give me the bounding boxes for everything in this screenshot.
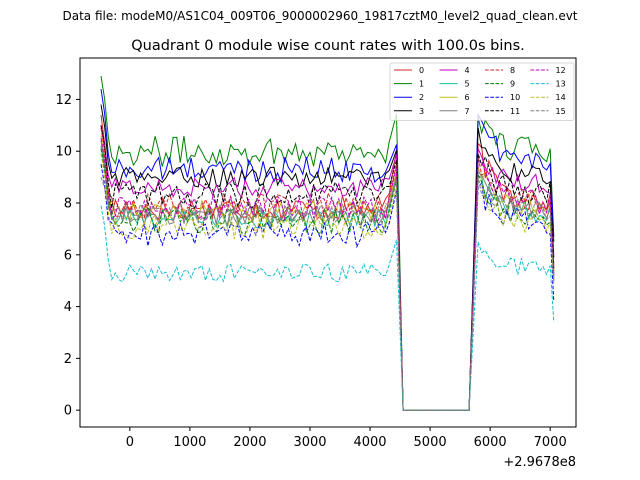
x-tick-label: 4000	[353, 435, 386, 450]
y-tick-label: 2	[64, 352, 72, 367]
y-tick-label: 8	[64, 197, 72, 212]
y-tick-label: 10	[55, 145, 72, 160]
x-tick-label: 5000	[414, 435, 447, 450]
series-line-12	[100, 138, 555, 411]
legend-label-2: 2	[419, 93, 424, 102]
legend-label-6: 6	[465, 93, 470, 102]
legend-label-13: 13	[556, 80, 566, 89]
legend-label-5: 5	[465, 80, 470, 89]
series-line-1	[100, 76, 555, 411]
series-line-8	[100, 127, 555, 411]
x-tick-label: 3000	[293, 435, 326, 450]
x-tick-label: 1000	[173, 435, 206, 450]
legend-label-10: 10	[510, 93, 520, 102]
plot-frame	[79, 57, 577, 428]
legend-label-14: 14	[556, 93, 566, 102]
x-tick-label: 2000	[233, 435, 266, 450]
x-tick-label: 0	[126, 435, 134, 450]
y-tick-label: 12	[55, 93, 72, 108]
series-line-3	[100, 104, 555, 411]
x-tick-label: 7000	[534, 435, 567, 450]
series-line-11	[100, 125, 555, 411]
legend-label-0: 0	[419, 66, 424, 75]
legend-label-12: 12	[556, 66, 566, 75]
legend-label-4: 4	[465, 66, 470, 75]
legend-label-7: 7	[465, 107, 470, 116]
series-line-10	[100, 164, 555, 411]
y-tick-label: 4	[64, 300, 72, 315]
series-group	[100, 76, 555, 411]
y-tick-label: 6	[64, 248, 72, 263]
axes: 0 1000 2000 3000 4000 5000 6000 7000 0 2 4 6 8 10 12	[55, 93, 566, 450]
suptitle: Data file: modeM0/AS1C04_009T06_90000029…	[62, 9, 577, 23]
x-tick-label: 6000	[474, 435, 507, 450]
legend-label-3: 3	[419, 107, 424, 116]
y-tick-label: 0	[64, 404, 72, 419]
legend-frame	[389, 62, 575, 121]
chart-title: Quadrant 0 module wise count rates with …	[131, 38, 525, 54]
legend-label-9: 9	[510, 80, 515, 89]
series-line-7	[100, 140, 555, 411]
series-line-9	[100, 148, 555, 411]
series-line-13	[100, 205, 555, 411]
series-line-2	[100, 89, 555, 411]
legend-label-15: 15	[556, 107, 566, 116]
legend-label-11: 11	[510, 107, 520, 116]
legend-label-8: 8	[510, 66, 515, 75]
legend-label-1: 1	[419, 80, 424, 89]
series-line-15	[100, 176, 555, 411]
x-offset-label: +2.9678e8	[503, 455, 576, 470]
series-line-14	[100, 153, 555, 411]
